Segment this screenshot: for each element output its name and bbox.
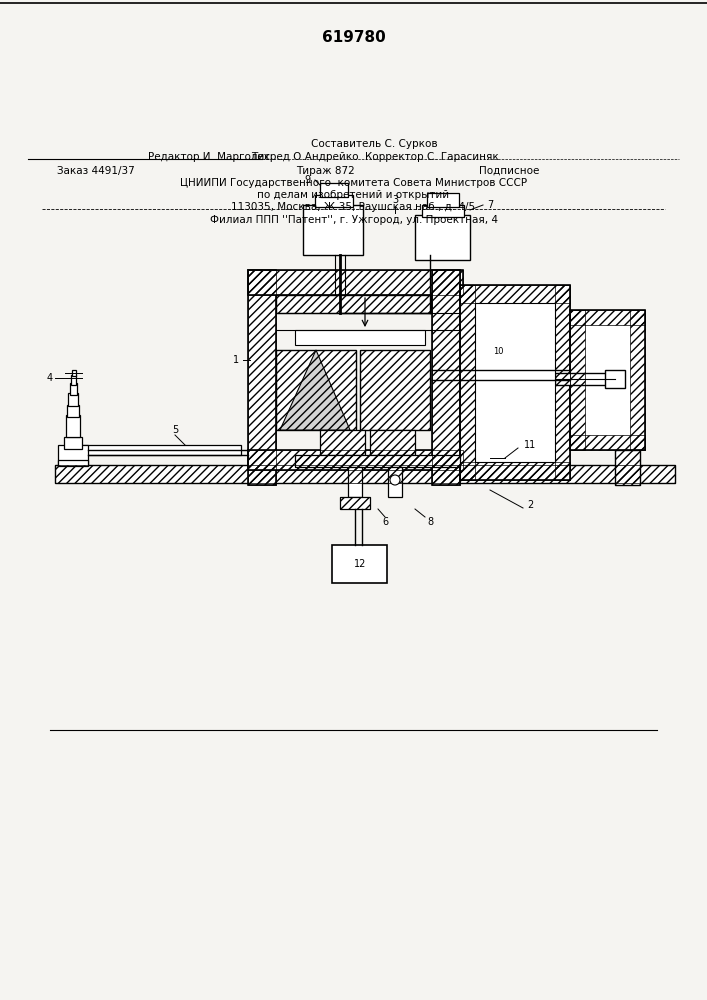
- Bar: [295, 330, 425, 345]
- Bar: [432, 270, 460, 485]
- Bar: [360, 350, 430, 430]
- Text: 8: 8: [427, 517, 433, 527]
- Text: 11: 11: [524, 440, 536, 450]
- Bar: [340, 497, 370, 509]
- Bar: [630, 310, 645, 450]
- Bar: [276, 350, 356, 430]
- Bar: [555, 373, 615, 385]
- Bar: [248, 270, 463, 295]
- Bar: [348, 467, 362, 497]
- Bar: [248, 450, 463, 470]
- Bar: [605, 370, 625, 388]
- Text: 9: 9: [304, 175, 310, 185]
- Bar: [58, 445, 88, 465]
- Bar: [422, 205, 464, 217]
- Bar: [570, 310, 585, 450]
- Bar: [248, 270, 276, 485]
- Text: Филиал ППП ''Патент'', г. Ужгород, ул. Проектная, 4: Филиал ППП ''Патент'', г. Ужгород, ул. П…: [209, 215, 498, 225]
- Text: 10: 10: [493, 348, 503, 357]
- Bar: [460, 462, 570, 480]
- Bar: [248, 270, 276, 485]
- Bar: [55, 465, 675, 483]
- Bar: [360, 350, 430, 430]
- Bar: [460, 285, 570, 480]
- Bar: [388, 467, 402, 497]
- Bar: [320, 430, 365, 455]
- Bar: [432, 270, 460, 485]
- Text: Заказ 4491/37: Заказ 4491/37: [57, 166, 134, 176]
- Text: 4: 4: [47, 373, 53, 383]
- Polygon shape: [280, 350, 350, 430]
- Bar: [276, 350, 356, 430]
- Bar: [570, 435, 645, 450]
- Bar: [320, 183, 348, 197]
- Text: Тираж 872: Тираж 872: [296, 166, 355, 176]
- Bar: [248, 270, 463, 295]
- Bar: [370, 430, 415, 455]
- Text: Подписное: Подписное: [479, 166, 539, 176]
- Text: ЦНИИПИ Государственного  комитета Совета Министров СССР: ЦНИИПИ Государственного комитета Совета …: [180, 178, 527, 188]
- Text: 7: 7: [487, 200, 493, 210]
- Bar: [570, 310, 645, 450]
- Bar: [66, 415, 80, 437]
- Bar: [460, 285, 570, 303]
- Bar: [68, 393, 78, 406]
- Bar: [427, 193, 459, 207]
- Bar: [555, 285, 570, 480]
- Bar: [276, 295, 431, 313]
- Bar: [570, 310, 645, 325]
- Text: по делам изобретений и открытий: по делам изобретений и открытий: [257, 190, 450, 200]
- Text: Составитель С. Сурков: Составитель С. Сурков: [311, 139, 438, 149]
- Bar: [460, 285, 475, 480]
- Bar: [70, 383, 77, 395]
- Bar: [303, 205, 363, 255]
- Text: 6: 6: [382, 517, 388, 527]
- Bar: [320, 430, 365, 455]
- Text: 619780: 619780: [322, 30, 386, 45]
- Text: 1: 1: [233, 355, 239, 365]
- Bar: [475, 303, 555, 462]
- Text: Техред О.Андрейко  Корректор С. Гарасиняк: Техред О.Андрейко Корректор С. Гарасиняк: [251, 152, 498, 162]
- Bar: [615, 450, 640, 485]
- Bar: [64, 437, 82, 449]
- Bar: [55, 465, 675, 483]
- Bar: [340, 497, 370, 509]
- Text: 2: 2: [527, 500, 533, 510]
- Bar: [248, 450, 463, 470]
- Bar: [615, 450, 640, 485]
- Bar: [67, 405, 79, 417]
- Bar: [295, 455, 460, 467]
- Text: Редактор И. Марголис: Редактор И. Марголис: [148, 152, 271, 162]
- Circle shape: [390, 475, 400, 485]
- Bar: [73, 445, 241, 455]
- Bar: [72, 370, 76, 376]
- Bar: [276, 295, 431, 313]
- Bar: [315, 195, 353, 207]
- Bar: [415, 215, 470, 260]
- Bar: [71, 375, 76, 385]
- Text: 3: 3: [392, 195, 398, 205]
- Text: 113035, Москва, Ж-35, Раушская наб., д. 4/5: 113035, Москва, Ж-35, Раушская наб., д. …: [231, 202, 476, 212]
- Bar: [295, 455, 460, 467]
- Bar: [332, 545, 387, 583]
- Text: 12: 12: [354, 559, 366, 569]
- Text: 5: 5: [172, 425, 178, 435]
- Bar: [58, 460, 88, 466]
- Bar: [370, 430, 415, 455]
